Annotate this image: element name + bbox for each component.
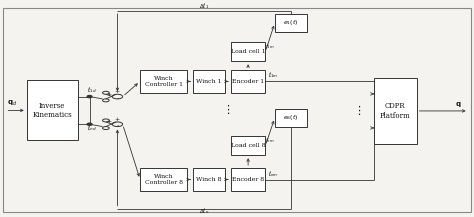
Text: Encoder 8: Encoder 8	[232, 177, 264, 182]
Text: +: +	[114, 89, 119, 94]
Text: $\Delta\ell_1$: $\Delta\ell_1$	[199, 2, 209, 12]
Text: ⋮: ⋮	[354, 106, 365, 116]
FancyBboxPatch shape	[231, 168, 265, 191]
FancyBboxPatch shape	[231, 42, 265, 61]
Text: Encoder 1: Encoder 1	[232, 79, 264, 84]
Text: CDPR
Platform: CDPR Platform	[380, 102, 410, 120]
FancyBboxPatch shape	[275, 109, 307, 127]
FancyBboxPatch shape	[374, 78, 417, 144]
Text: ⋮: ⋮	[222, 105, 233, 115]
Text: Winch
Controller 8: Winch Controller 8	[145, 174, 183, 185]
Text: $f_{1m}$: $f_{1m}$	[265, 42, 275, 51]
Text: Load cell 8: Load cell 8	[231, 143, 265, 148]
Text: Load cell 1: Load cell 1	[231, 49, 265, 54]
FancyBboxPatch shape	[140, 70, 187, 93]
Text: Winch 1: Winch 1	[196, 79, 222, 84]
Text: $e_8(t)$: $e_8(t)$	[283, 113, 299, 122]
Text: $\mathbf{q}_d$: $\mathbf{q}_d$	[7, 99, 17, 108]
FancyBboxPatch shape	[27, 80, 78, 140]
Text: $\ell_{1m}$: $\ell_{1m}$	[268, 71, 279, 81]
Text: $\ell_{nd}$: $\ell_{nd}$	[87, 123, 97, 133]
Circle shape	[87, 123, 92, 125]
Text: +: +	[106, 119, 111, 124]
FancyBboxPatch shape	[140, 168, 187, 191]
Text: $\mathbf{q}$: $\mathbf{q}$	[456, 100, 462, 109]
Text: Winch
Controller 1: Winch Controller 1	[145, 76, 183, 87]
Text: $\Delta\ell_n$: $\Delta\ell_n$	[199, 206, 209, 216]
Text: +: +	[114, 117, 119, 122]
FancyBboxPatch shape	[193, 70, 225, 93]
Text: Winch 8: Winch 8	[196, 177, 222, 182]
FancyBboxPatch shape	[231, 136, 265, 155]
Text: $\ell_{nm}$: $\ell_{nm}$	[268, 169, 279, 179]
Text: $e_1(t)$: $e_1(t)$	[283, 18, 299, 27]
Text: Inverse
Kinematics: Inverse Kinematics	[32, 102, 72, 119]
FancyBboxPatch shape	[193, 168, 225, 191]
FancyBboxPatch shape	[275, 14, 307, 32]
Text: -: -	[117, 124, 119, 129]
Text: $f_{nm}$: $f_{nm}$	[265, 136, 275, 145]
Text: +: +	[106, 92, 111, 97]
FancyBboxPatch shape	[231, 70, 265, 93]
Text: -: -	[117, 96, 119, 101]
Circle shape	[87, 95, 92, 98]
Text: $\ell_{1d}$: $\ell_{1d}$	[87, 85, 97, 95]
